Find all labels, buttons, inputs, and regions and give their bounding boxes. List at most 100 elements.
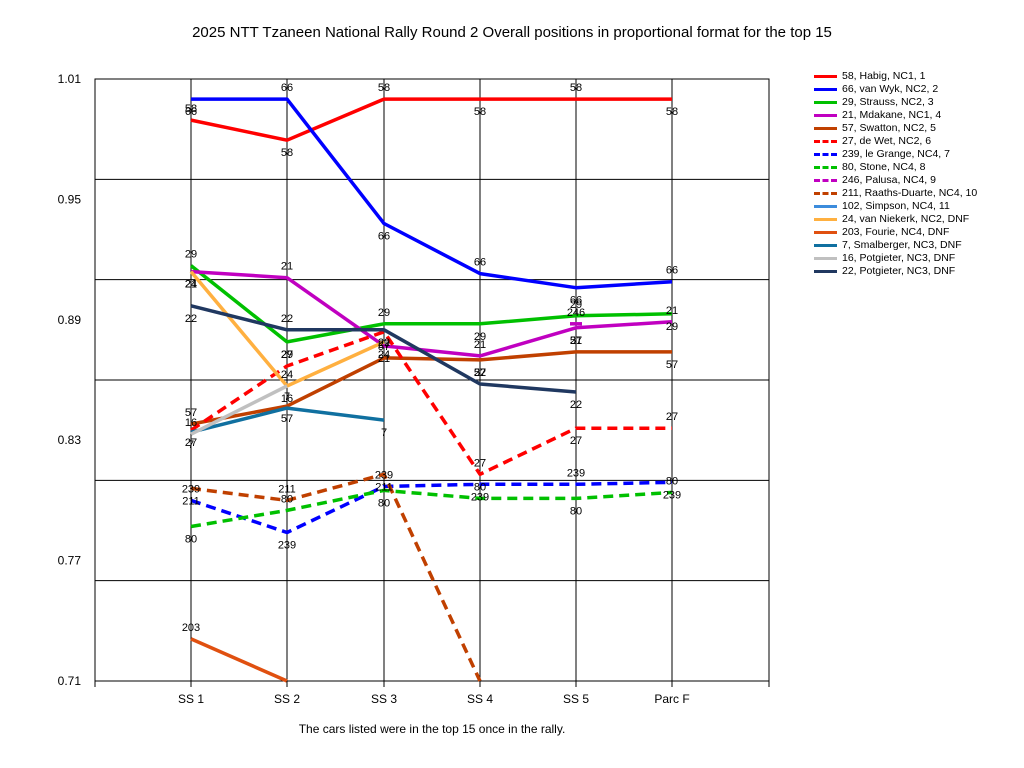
legend-item: 16, Potgieter, NC3, DNF	[812, 252, 1017, 265]
x-tick-label: SS 4	[467, 692, 493, 706]
point-label: 80	[281, 493, 293, 505]
point-label: 27	[666, 411, 678, 423]
legend-label: 22, Potgieter, NC3, DNF	[842, 265, 956, 277]
point-label: 211	[182, 495, 200, 507]
legend-swatch	[814, 127, 837, 130]
legend-item: 102, Simpson, NC4, 11	[812, 200, 1017, 213]
legend-label: 16, Potgieter, NC3, DNF	[842, 252, 956, 264]
point-label: 21	[185, 279, 197, 291]
series-line-239	[190, 480, 673, 535]
legend-label: 211, Raaths-Duarte, NC4, 10	[842, 187, 978, 199]
point-label: 22	[281, 313, 293, 325]
point-label: 211	[278, 483, 296, 495]
point-label: 22	[185, 313, 197, 325]
legend-label: 102, Simpson, NC4, 11	[842, 200, 950, 212]
legend-item: 203, Fourie, NC4, DNF	[812, 226, 1017, 239]
series-line-66	[191, 97, 673, 290]
x-tick-label: SS 5	[563, 692, 589, 706]
series-line-58	[190, 97, 672, 142]
point-label: 57	[666, 359, 678, 371]
point-label: 80	[666, 475, 678, 487]
legend-label: 239, le Grange, NC4, 7	[842, 148, 950, 160]
series-line-27	[190, 330, 672, 477]
point-label: 58	[570, 82, 582, 94]
y-tick-label: 0.83	[58, 433, 82, 447]
point-label: 80	[474, 481, 486, 493]
x-tick-label: SS 3	[371, 692, 397, 706]
x-tick-label: SS 2	[274, 692, 300, 706]
series-line-22	[190, 304, 577, 394]
legend-item: 58, Habig, NC1, 1	[812, 70, 1017, 83]
series-line-7	[190, 406, 385, 434]
x-tick-label: SS 1	[178, 692, 204, 706]
legend-label: 24, van Niekerk, NC2, DNF	[842, 213, 970, 225]
legend-item: 21, Mdakane, NC1, 4	[812, 109, 1017, 122]
point-label: 27	[474, 457, 486, 469]
point-label: 66	[666, 265, 678, 277]
y-tick-label: 0.71	[58, 674, 82, 688]
legend-item: 239, le Grange, NC4, 7	[812, 148, 1017, 161]
point-label: 80	[378, 497, 390, 509]
legend-label: 7, Smalberger, NC3, DNF	[842, 239, 962, 251]
legend-label: 66, van Wyk, NC2, 2	[842, 83, 939, 95]
point-label: 29	[474, 331, 486, 343]
legend: 58, Habig, NC1, 1 66, van Wyk, NC2, 2 29, …	[812, 70, 1017, 278]
point-label: 211	[375, 481, 393, 493]
point-label: 21	[474, 339, 486, 351]
point-label: 66	[570, 295, 582, 307]
point-label: 21	[570, 335, 582, 347]
legend-swatch	[814, 88, 837, 91]
point-label: 239	[278, 540, 296, 552]
legend-item: 7, Smalberger, NC3, DNF	[812, 239, 1017, 252]
legend-swatch	[814, 166, 837, 169]
point-label: 239	[375, 469, 393, 481]
legend-item: 24, van Niekerk, NC2, DNF	[812, 213, 1017, 226]
legend-item: 80, Stone, NC4, 8	[812, 161, 1017, 174]
legend-label: 57, Swatton, NC2, 5	[842, 122, 936, 134]
point-label: 66	[378, 230, 390, 242]
point-label: 239	[567, 467, 585, 479]
point-label: 29	[666, 321, 678, 333]
point-label: 24	[378, 349, 390, 361]
legend-swatch	[814, 218, 837, 221]
legend-label: 29, Strauss, NC2, 3	[842, 96, 934, 108]
x-tick-label: Parc F	[654, 692, 689, 706]
point-label: 58	[281, 147, 293, 159]
y-tick-label: 0.77	[58, 554, 82, 568]
point-label: 57	[570, 335, 582, 347]
point-label: 27	[281, 349, 293, 361]
point-label: 58	[666, 106, 678, 118]
legend-swatch	[814, 270, 837, 273]
point-label: 66	[185, 106, 197, 118]
legend-label: 21, Mdakane, NC1, 4	[842, 109, 942, 121]
series-layer	[189, 97, 673, 683]
legend-item: 27, de Wet, NC2, 6	[812, 135, 1017, 148]
point-label: 239	[471, 491, 489, 503]
legend-label: 27, de Wet, NC2, 6	[842, 135, 932, 147]
series-line-80	[190, 488, 673, 529]
legend-item: 22, Potgieter, NC3, DNF	[812, 265, 1017, 278]
series-line-211	[190, 472, 482, 682]
legend-swatch	[814, 140, 837, 143]
point-label: 58	[474, 106, 486, 118]
legend-swatch	[814, 114, 837, 117]
legend-swatch	[814, 205, 837, 208]
point-label: 66	[474, 257, 486, 269]
point-label: 246	[567, 307, 585, 319]
point-label: 7	[381, 427, 387, 439]
point-label: 80	[570, 505, 582, 517]
legend-swatch	[814, 153, 837, 156]
y-tick-label: 0.95	[58, 192, 82, 206]
series-line-29	[189, 264, 673, 344]
point-label: 7	[188, 439, 194, 451]
point-label-layer: 5858585858586666666666662929292929292121…	[182, 82, 681, 634]
point-label: 24	[185, 279, 197, 291]
legend-swatch	[814, 75, 837, 78]
chart-caption: The cars listed were in the top 15 once …	[298, 722, 566, 736]
legend-label: 246, Palusa, NC4, 9	[842, 174, 936, 186]
point-label: 203	[182, 622, 200, 634]
point-label: 66	[281, 82, 293, 94]
y-tick-label: 0.89	[58, 313, 82, 327]
point-label: 29	[378, 307, 390, 319]
point-label: 29	[570, 299, 582, 311]
